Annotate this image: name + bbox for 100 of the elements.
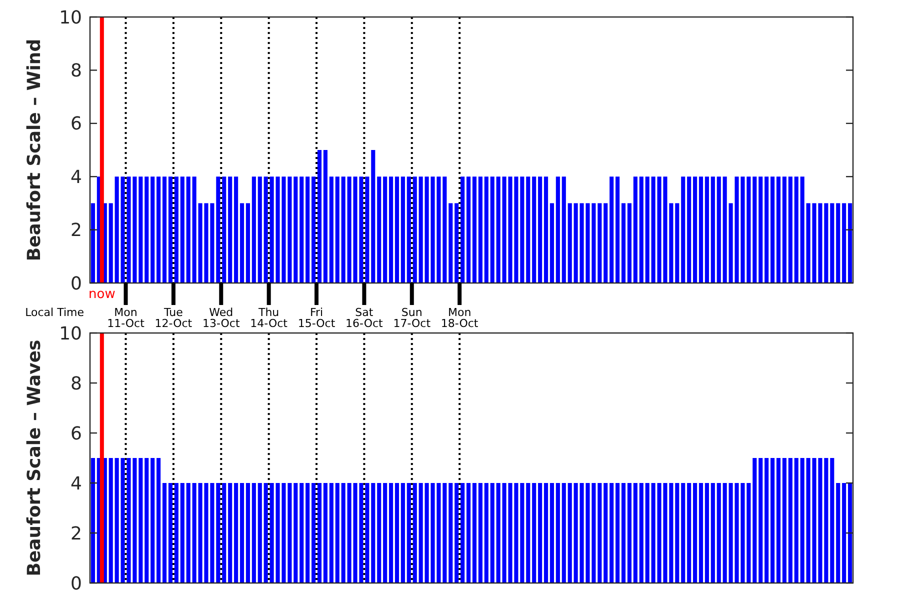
bar: [562, 176, 566, 283]
bar: [300, 176, 304, 283]
bar: [258, 176, 262, 283]
bar: [776, 176, 781, 283]
bar: [108, 203, 113, 283]
y-tick-label: 2: [70, 523, 82, 544]
bar: [800, 176, 804, 283]
bar: [294, 176, 298, 283]
bar: [418, 176, 423, 283]
bar: [544, 176, 548, 283]
bar: [746, 176, 751, 283]
bar: [168, 176, 172, 283]
bar: [162, 176, 167, 283]
bar: [377, 176, 382, 283]
bar: [400, 176, 405, 283]
y-tick-label: 10: [59, 7, 82, 28]
y-tick-label: 2: [70, 220, 82, 242]
bar: [234, 176, 238, 283]
bar: [365, 176, 370, 283]
x-axis-title: Local Time: [25, 306, 84, 319]
bar: [574, 203, 578, 283]
bar: [752, 176, 757, 283]
y-tick-label: 8: [70, 373, 82, 394]
bar: [180, 176, 184, 283]
bar: [144, 176, 149, 283]
x-tick-label: Sat 16-Oct: [346, 306, 384, 330]
bar: [186, 176, 190, 283]
y-tick-label: 8: [70, 60, 82, 82]
bar: [704, 176, 709, 283]
bar: [240, 203, 244, 283]
y-tick-label: 0: [70, 273, 82, 294]
bar: [722, 176, 727, 283]
y-axis-title: Beaufort Scale – Waves: [24, 340, 45, 576]
bar: [621, 203, 626, 283]
bar: [824, 203, 828, 283]
bar: [568, 203, 572, 283]
bar: [371, 150, 376, 283]
bar: [442, 176, 447, 283]
bar: [633, 176, 638, 283]
bar: [90, 203, 96, 283]
bar: [616, 176, 620, 283]
y-tick-label: 6: [70, 423, 82, 444]
bar: [317, 150, 322, 283]
bar: [335, 176, 340, 283]
bar: [604, 203, 608, 283]
bar: [490, 176, 494, 283]
bar: [192, 176, 196, 283]
bar: [698, 176, 704, 283]
bar: [758, 176, 763, 283]
bar: [496, 176, 500, 283]
bar: [389, 176, 394, 283]
bar: [848, 203, 852, 283]
x-tick-label: Mon 18-Oct: [440, 306, 479, 330]
bar: [460, 176, 465, 283]
y-tick-label: 4: [70, 166, 82, 188]
bar: [341, 176, 346, 283]
y-tick-label: 10: [59, 323, 82, 344]
y-tick-label: 4: [70, 473, 82, 494]
bar: [830, 203, 834, 283]
bar: [448, 203, 453, 283]
bar: [412, 176, 417, 283]
bar: [836, 203, 840, 283]
bar: [138, 176, 143, 283]
bar: [383, 176, 388, 283]
bar: [472, 176, 477, 283]
x-tick-label: Sun 17-Oct: [393, 306, 432, 330]
bar: [156, 176, 161, 283]
bar: [627, 203, 632, 283]
bar: [246, 203, 250, 283]
y-axis-title: Beaufort Scale – Wind: [24, 38, 45, 262]
bar: [114, 176, 119, 283]
bar: [406, 176, 411, 283]
bar: [782, 176, 786, 283]
bar: [842, 203, 846, 283]
bar: [478, 176, 482, 283]
bar: [681, 176, 686, 283]
bar: [329, 176, 334, 283]
bar: [520, 176, 524, 283]
x-tick-label: Fri 15-Oct: [298, 306, 336, 330]
bar: [639, 176, 644, 283]
x-tick-label: Thu 14-Oct: [250, 306, 288, 330]
x-tick-label: Tue 12-Oct: [154, 306, 193, 330]
bar: [556, 176, 560, 283]
bar: [306, 176, 310, 283]
bar: [252, 176, 256, 283]
bar: [394, 176, 400, 283]
bar: [687, 176, 692, 283]
bar: [484, 176, 488, 283]
y-tick-label: 0: [70, 573, 82, 594]
y-tick-label: 6: [70, 114, 82, 135]
bar: [716, 176, 721, 283]
bar: [526, 176, 530, 283]
bar: [264, 176, 268, 283]
bar: [216, 176, 220, 283]
bar: [222, 176, 226, 283]
x-tick-label: Wed 13-Oct: [202, 306, 240, 330]
bar: [312, 176, 316, 283]
bar: [228, 176, 232, 283]
bar: [323, 150, 328, 283]
x-tick-label: Mon 11-Oct: [107, 306, 146, 330]
